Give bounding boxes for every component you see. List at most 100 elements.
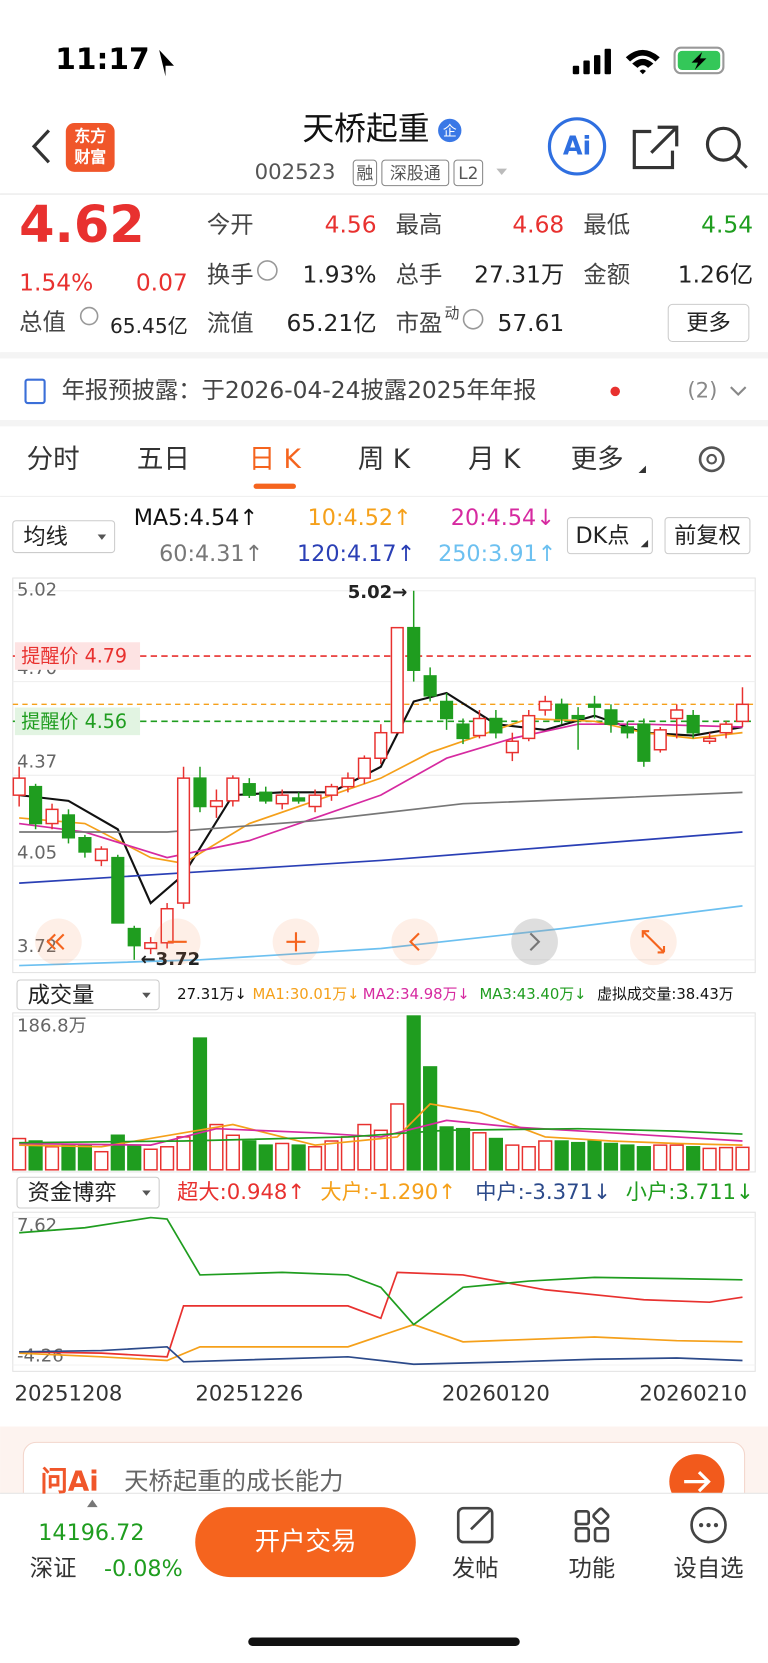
control-icon <box>409 932 420 952</box>
nav-label[interactable]: 发帖 <box>452 1554 499 1582</box>
home-indicator <box>248 1637 520 1647</box>
tab-underline <box>253 483 296 489</box>
chart-control[interactable] <box>391 918 439 966</box>
tab[interactable]: 周 K <box>358 444 411 475</box>
candle-body <box>29 785 43 825</box>
volume-bar <box>603 1142 619 1171</box>
volume-bar <box>735 1146 750 1171</box>
volume-bar <box>718 1146 734 1171</box>
series-line <box>19 905 743 967</box>
index-change: -0.08% <box>104 1556 183 1582</box>
chart-control[interactable] <box>511 918 558 966</box>
candle-body <box>61 814 76 839</box>
control-icon <box>286 932 306 952</box>
function-icon[interactable] <box>574 1507 610 1543</box>
legend-entry: MA5:4.54↑ <box>134 505 258 531</box>
post-icon[interactable] <box>456 1506 494 1544</box>
series-line <box>19 723 743 859</box>
share-button[interactable] <box>632 125 679 170</box>
legend-entry: 小户:3.711↓ <box>626 1180 754 1205</box>
nav-label[interactable]: 功能 <box>569 1554 616 1582</box>
x-tick-label: 20251208 <box>15 1382 123 1407</box>
adjust-button[interactable] <box>664 517 751 555</box>
favorite-icon[interactable] <box>690 1506 727 1544</box>
selector-label[interactable]: 成交量 <box>28 982 95 1008</box>
y-tick-label: 4.37 <box>17 752 57 773</box>
volume-bar <box>439 1126 454 1171</box>
field-value: 4.68 <box>512 210 564 238</box>
volume-bar <box>702 1147 717 1171</box>
candle-body <box>407 626 421 671</box>
y-tick-label: 186.8万 <box>17 1016 87 1037</box>
notice-text[interactable]: 年报预披露：于2026-04-24披露2025年年报 <box>62 376 537 404</box>
reminder-label-bg <box>14 642 141 670</box>
candle-body <box>571 714 585 720</box>
dk-label[interactable]: DK点 <box>575 523 629 549</box>
wifi-icon <box>625 49 660 75</box>
adjust-label[interactable]: 前复权 <box>674 523 741 549</box>
ai-question[interactable]: 天桥起重的成长能力 <box>124 1467 343 1496</box>
ai-button[interactable] <box>547 117 607 176</box>
field-value: 4.54 <box>701 210 753 238</box>
selector-box[interactable] <box>12 520 116 554</box>
ai-label[interactable]: Ai <box>563 131 591 161</box>
candle-body <box>555 703 569 720</box>
selector-label[interactable]: 均线 <box>23 524 68 550</box>
dk-button[interactable] <box>566 517 653 555</box>
volume-label: 虚拟成交量:38.43万 <box>597 985 733 1003</box>
series-line <box>19 1345 743 1366</box>
candle-body <box>374 731 388 759</box>
candle-body <box>259 791 273 802</box>
selector-box[interactable] <box>16 979 160 1011</box>
legend-entry: 20:4.54↓ <box>451 505 555 531</box>
tab[interactable]: 分时 <box>27 444 80 475</box>
location-icon <box>159 49 175 77</box>
chart-control[interactable] <box>35 918 82 966</box>
volume-bar <box>242 1140 257 1171</box>
nav-label[interactable]: 设自选 <box>674 1554 744 1582</box>
tab[interactable]: 日 K <box>249 444 302 475</box>
notice-count: (2) <box>687 378 717 403</box>
logo-text: 财富 <box>74 148 106 167</box>
settings-button[interactable] <box>698 446 725 473</box>
field-label: 市盈 <box>396 309 443 337</box>
more-button[interactable] <box>667 303 750 343</box>
tab[interactable]: 月 K <box>468 444 521 475</box>
candle-body <box>78 837 92 853</box>
back-button[interactable] <box>31 129 51 164</box>
reminder-label: 提醒价 4.56 <box>21 710 127 733</box>
tag: 融 <box>356 163 373 183</box>
field-value: 27.31万 <box>474 260 564 288</box>
selector-box[interactable] <box>16 1176 160 1209</box>
search-button[interactable] <box>705 126 741 162</box>
selector-label[interactable]: 资金博弈 <box>28 1180 117 1206</box>
tab[interactable]: 更多 <box>571 444 624 475</box>
signal-bar <box>572 65 580 75</box>
y-tick-label: 4.05 <box>17 842 57 863</box>
tab[interactable]: 五日 <box>137 444 190 475</box>
trade-button-label[interactable]: 开户交易 <box>255 1527 357 1557</box>
volume-label: 27.31万↓ <box>177 986 247 1003</box>
volume-bar <box>653 1144 668 1171</box>
legend-entry: 60:4.31↑ <box>159 541 263 567</box>
candle-body <box>226 777 240 802</box>
stock-code: 002523 <box>255 160 336 185</box>
dropdown-arrow <box>496 168 508 175</box>
legend-entry: 中户:-3.371↓ <box>475 1180 611 1205</box>
candle-body <box>522 714 536 740</box>
trade-button[interactable] <box>195 1507 416 1578</box>
volume-bar <box>373 1129 388 1171</box>
candle-body <box>12 777 26 796</box>
series-line <box>19 717 743 865</box>
volume-bar <box>669 1144 684 1171</box>
tag: 深股通 <box>390 163 441 183</box>
selector-arrow <box>142 992 151 999</box>
more-button-label[interactable]: 更多 <box>686 310 731 336</box>
candle-body <box>341 777 355 788</box>
notice-icon <box>24 378 46 405</box>
notice-expand[interactable] <box>730 386 747 397</box>
function-cell <box>574 1526 591 1543</box>
volume-bar <box>357 1123 372 1171</box>
arrow-icon <box>684 1470 711 1493</box>
plot-frame <box>12 1012 756 1173</box>
